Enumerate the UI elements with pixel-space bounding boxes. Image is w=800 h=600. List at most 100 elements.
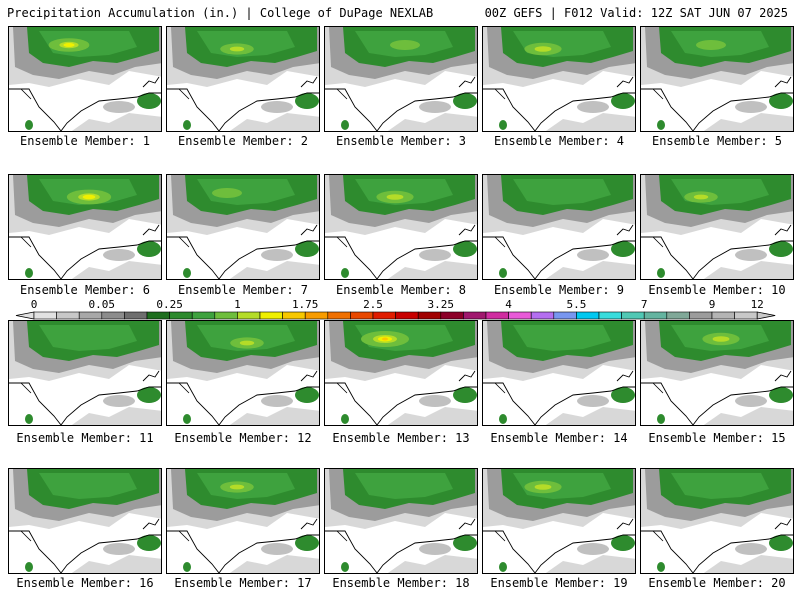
precipitation-map — [483, 469, 635, 573]
colorbar-segment — [56, 311, 80, 320]
ensemble-member-label: Ensemble Member: 10 — [648, 283, 786, 297]
ensemble-member-label: Ensemble Member: 19 — [490, 576, 628, 590]
ensemble-member-label: Ensemble Member: 6 — [19, 283, 151, 297]
colorbar-segment — [304, 311, 329, 320]
colorbar-segment — [259, 311, 283, 320]
colorbar-segment — [33, 311, 57, 320]
colorbar-segment — [417, 311, 442, 320]
colorbar-segment — [689, 311, 713, 320]
colorbar-tick-label: 5.5 — [566, 298, 586, 311]
precipitation-map — [9, 175, 161, 279]
ensemble-member-label: Ensemble Member: 15 — [648, 431, 786, 445]
precipitation-map — [641, 27, 793, 131]
colorbar-segment — [621, 311, 645, 320]
ensemble-member-label: Ensemble Member: 9 — [493, 283, 625, 297]
ensemble-member-label: Ensemble Member: 11 — [16, 431, 154, 445]
colorbar-segment — [508, 311, 532, 320]
colorbar-tick-label: 0.25 — [156, 298, 183, 311]
colorbar-segment — [146, 311, 170, 320]
precipitation-map — [167, 175, 319, 279]
colorbar-tick-label: 0.05 — [89, 298, 116, 311]
ensemble-member-label: Ensemble Member: 13 — [332, 431, 470, 445]
colorbar-segment — [101, 311, 125, 320]
colorbar-segment — [282, 311, 306, 320]
colorbar-tick-label: 2.5 — [363, 298, 383, 311]
colorbar-segment — [553, 311, 577, 320]
colorbar-tick-label: 4 — [505, 298, 512, 311]
ensemble-member-label: Ensemble Member: 5 — [651, 134, 783, 148]
ensemble-member-map — [8, 26, 162, 132]
precipitation-map — [483, 321, 635, 425]
colorbar-segment — [598, 311, 622, 320]
ensemble-member-map — [640, 320, 794, 426]
colorbar-segment — [78, 311, 103, 320]
ensemble-member-map — [324, 320, 478, 426]
ensemble-member-label: Ensemble Member: 16 — [16, 576, 154, 590]
precipitation-map — [325, 27, 477, 131]
ensemble-member-map — [324, 26, 478, 132]
ensemble-member-label: Ensemble Member: 12 — [174, 431, 312, 445]
ensemble-member-map — [482, 174, 636, 280]
ensemble-member-map — [640, 468, 794, 574]
precipitation-map — [641, 175, 793, 279]
ensemble-member-map — [324, 174, 478, 280]
colorbar-segment — [485, 311, 509, 320]
ensemble-member-map — [482, 320, 636, 426]
ensemble-member-label: Ensemble Member: 18 — [332, 576, 470, 590]
colorbar-tick-label: 3.25 — [428, 298, 455, 311]
ensemble-member-label: Ensemble Member: 4 — [493, 134, 625, 148]
precipitation-map — [483, 27, 635, 131]
ensemble-member-label: Ensemble Member: 2 — [177, 134, 309, 148]
colorbar-segment — [191, 311, 216, 320]
colorbar-segment — [372, 311, 396, 320]
colorbar-segment — [440, 311, 464, 320]
ensemble-member-map — [8, 320, 162, 426]
ensemble-member-label: Ensemble Member: 14 — [490, 431, 628, 445]
colorbar-tick-label: 1.75 — [292, 298, 319, 311]
model-valid-time: 00Z GEFS | F012 Valid: 12Z SAT JUN 07 20… — [484, 6, 788, 20]
colorbar-tick-label: 9 — [709, 298, 716, 311]
precipitation-map — [9, 27, 161, 131]
ensemble-member-map — [8, 468, 162, 574]
ensemble-member-map — [482, 26, 636, 132]
colorbar-segment — [214, 311, 238, 320]
ensemble-member-label: Ensemble Member: 8 — [335, 283, 467, 297]
colorbar-segment — [395, 311, 419, 320]
ensemble-member-map — [640, 26, 794, 132]
colorbar-segment — [350, 311, 374, 320]
precipitation-map — [641, 321, 793, 425]
precipitation-colorbar: 0 0.05 0.25 1 1.75 2.5 3.25 4 5.5 7 9 12 — [15, 298, 776, 320]
ensemble-member-map — [324, 468, 478, 574]
ensemble-member-label: Ensemble Member: 3 — [335, 134, 467, 148]
colorbar-segment — [327, 311, 351, 320]
precipitation-map — [167, 469, 319, 573]
colorbar-segment — [530, 311, 555, 320]
colorbar-tick-label: 12 — [751, 298, 764, 311]
ensemble-member-map — [166, 468, 320, 574]
ensemble-member-map — [166, 320, 320, 426]
precipitation-map — [167, 321, 319, 425]
colorbar-segment — [463, 311, 487, 320]
precipitation-map — [9, 469, 161, 573]
precipitation-map — [325, 175, 477, 279]
ensemble-member-map — [166, 26, 320, 132]
precipitation-map — [641, 469, 793, 573]
colorbar-segment — [576, 311, 600, 320]
colorbar-tick-label: 0 — [31, 298, 38, 311]
colorbar-segment — [734, 311, 758, 320]
ensemble-member-map — [166, 174, 320, 280]
ensemble-member-label: Ensemble Member: 17 — [174, 576, 312, 590]
precipitation-map — [325, 321, 477, 425]
colorbar-segment — [666, 311, 690, 320]
ensemble-member-map — [482, 468, 636, 574]
map-title: Precipitation Accumulation (in.) | Colle… — [7, 6, 434, 20]
colorbar-segment — [711, 311, 735, 320]
precipitation-map — [483, 175, 635, 279]
ensemble-member-label: Ensemble Member: 20 — [648, 576, 786, 590]
ensemble-member-label: Ensemble Member: 7 — [177, 283, 309, 297]
colorbar-segment — [643, 311, 668, 320]
precipitation-map — [167, 27, 319, 131]
colorbar-tick-label: 1 — [234, 298, 241, 311]
ensemble-member-map — [640, 174, 794, 280]
ensemble-member-map — [8, 174, 162, 280]
